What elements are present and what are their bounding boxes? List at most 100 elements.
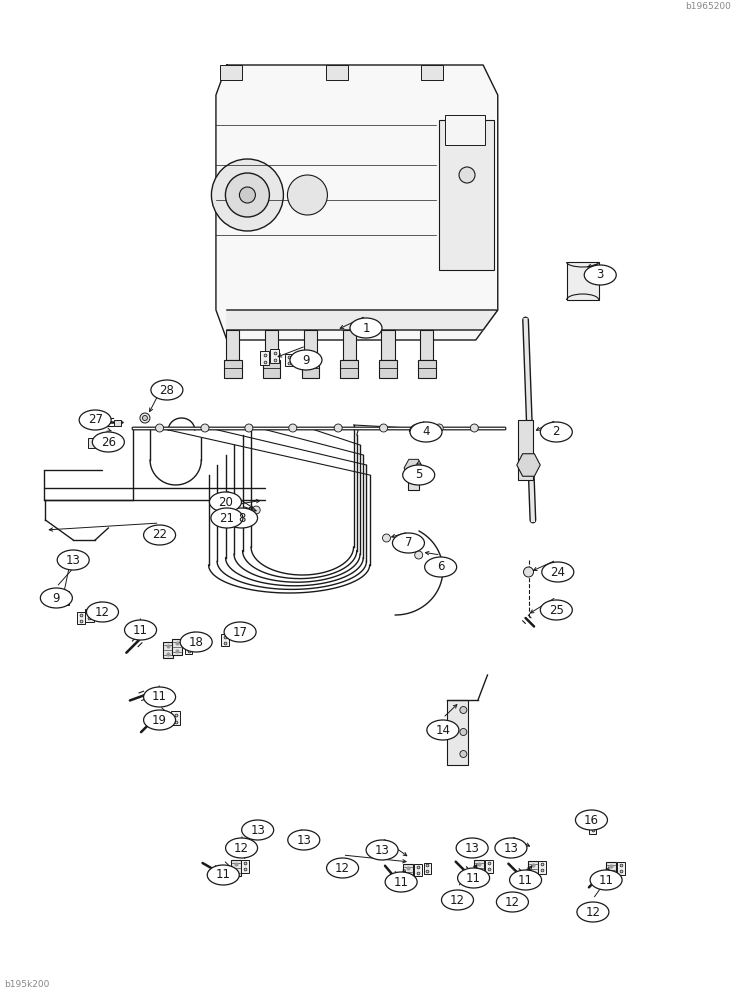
Text: 12: 12 bbox=[234, 841, 249, 854]
Bar bbox=[88, 438, 102, 448]
Ellipse shape bbox=[496, 892, 529, 912]
Ellipse shape bbox=[40, 588, 72, 608]
Bar bbox=[263, 360, 280, 378]
Text: b195k200: b195k200 bbox=[4, 980, 49, 989]
Ellipse shape bbox=[403, 465, 435, 485]
Circle shape bbox=[380, 424, 387, 432]
Bar bbox=[224, 360, 242, 378]
Bar bbox=[172, 639, 182, 655]
Circle shape bbox=[459, 167, 475, 183]
Text: b1965200: b1965200 bbox=[684, 2, 731, 11]
Ellipse shape bbox=[575, 810, 608, 830]
Text: 12: 12 bbox=[505, 896, 520, 909]
Text: 17: 17 bbox=[233, 626, 247, 639]
Bar bbox=[589, 816, 597, 834]
Circle shape bbox=[239, 187, 255, 203]
Ellipse shape bbox=[209, 492, 242, 512]
Text: 11: 11 bbox=[599, 874, 613, 886]
Ellipse shape bbox=[542, 562, 574, 582]
Bar bbox=[474, 860, 485, 876]
Bar bbox=[77, 612, 84, 624]
Ellipse shape bbox=[143, 687, 176, 707]
Ellipse shape bbox=[577, 902, 609, 922]
Bar bbox=[163, 642, 173, 658]
Text: 21: 21 bbox=[220, 512, 234, 524]
Circle shape bbox=[253, 506, 260, 514]
Text: 5: 5 bbox=[415, 468, 422, 482]
Ellipse shape bbox=[211, 508, 243, 528]
Text: 11: 11 bbox=[394, 876, 408, 888]
Bar bbox=[304, 330, 317, 360]
Ellipse shape bbox=[427, 720, 459, 740]
Ellipse shape bbox=[143, 525, 176, 545]
Bar bbox=[220, 65, 242, 80]
Bar bbox=[539, 860, 546, 874]
Bar bbox=[528, 861, 538, 877]
Text: 12: 12 bbox=[450, 894, 465, 907]
Bar bbox=[302, 360, 319, 378]
Circle shape bbox=[143, 415, 147, 420]
Bar bbox=[265, 330, 278, 360]
Text: 6: 6 bbox=[437, 560, 444, 573]
Bar bbox=[485, 859, 493, 872]
Circle shape bbox=[156, 424, 163, 432]
Text: 22: 22 bbox=[152, 528, 167, 542]
Circle shape bbox=[201, 424, 209, 432]
Text: 11: 11 bbox=[518, 874, 533, 886]
Text: 3: 3 bbox=[597, 268, 604, 282]
Circle shape bbox=[212, 159, 283, 231]
Bar bbox=[171, 711, 180, 725]
Text: 12: 12 bbox=[95, 605, 110, 618]
Bar bbox=[518, 420, 533, 480]
Text: 25: 25 bbox=[549, 603, 564, 616]
Text: 26: 26 bbox=[101, 436, 116, 448]
Text: 13: 13 bbox=[504, 841, 518, 854]
Bar bbox=[51, 593, 59, 607]
Ellipse shape bbox=[590, 870, 622, 890]
Ellipse shape bbox=[143, 710, 176, 730]
Bar bbox=[340, 360, 358, 378]
Text: 13: 13 bbox=[66, 554, 81, 566]
Polygon shape bbox=[404, 459, 423, 477]
Circle shape bbox=[140, 413, 150, 423]
Polygon shape bbox=[227, 310, 498, 330]
Ellipse shape bbox=[456, 838, 488, 858]
Ellipse shape bbox=[242, 820, 274, 840]
Ellipse shape bbox=[225, 508, 258, 528]
Ellipse shape bbox=[410, 422, 442, 442]
Ellipse shape bbox=[458, 868, 490, 888]
Circle shape bbox=[288, 175, 327, 215]
Ellipse shape bbox=[509, 870, 542, 890]
Circle shape bbox=[335, 424, 342, 432]
Text: 24: 24 bbox=[550, 565, 565, 578]
Ellipse shape bbox=[225, 838, 258, 858]
Text: 13: 13 bbox=[250, 823, 265, 836]
Bar bbox=[185, 643, 193, 654]
Text: 14: 14 bbox=[436, 724, 450, 736]
Circle shape bbox=[245, 424, 253, 432]
Text: 1: 1 bbox=[362, 322, 370, 335]
Text: 12: 12 bbox=[335, 861, 350, 874]
Bar bbox=[421, 65, 443, 80]
Bar bbox=[379, 360, 397, 378]
Bar bbox=[222, 634, 229, 646]
Bar bbox=[226, 330, 239, 360]
Text: 11: 11 bbox=[216, 868, 231, 882]
Polygon shape bbox=[517, 454, 540, 476]
Circle shape bbox=[383, 534, 390, 542]
Bar bbox=[381, 330, 395, 360]
Circle shape bbox=[415, 551, 422, 559]
Bar bbox=[403, 864, 414, 880]
Polygon shape bbox=[216, 65, 498, 340]
Bar bbox=[414, 864, 422, 876]
Bar bbox=[85, 608, 94, 621]
Bar bbox=[567, 262, 599, 300]
Text: 11: 11 bbox=[133, 624, 148, 637]
Text: 9: 9 bbox=[53, 591, 60, 604]
Ellipse shape bbox=[151, 380, 183, 400]
Text: 13: 13 bbox=[296, 833, 311, 846]
Text: 7: 7 bbox=[405, 536, 412, 550]
Ellipse shape bbox=[441, 890, 474, 910]
Bar bbox=[424, 862, 431, 874]
Text: 12: 12 bbox=[586, 906, 600, 918]
